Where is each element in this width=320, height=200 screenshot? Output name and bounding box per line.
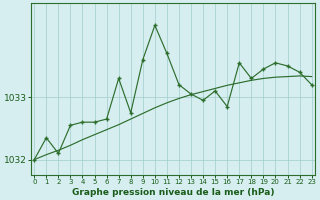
X-axis label: Graphe pression niveau de la mer (hPa): Graphe pression niveau de la mer (hPa) bbox=[72, 188, 274, 197]
